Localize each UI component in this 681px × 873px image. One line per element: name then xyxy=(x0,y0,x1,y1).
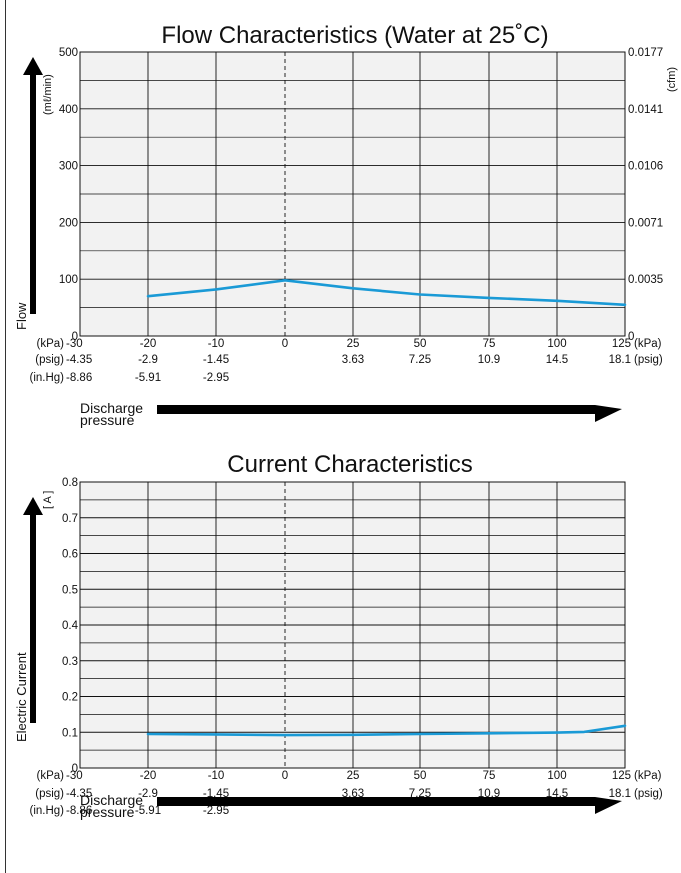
flow-series-line xyxy=(146,278,627,307)
flow-y2-unit-label: (cfm) xyxy=(666,67,678,92)
flow-xtick-label: -8.86 xyxy=(66,372,92,384)
flow-ytick-label: 0 xyxy=(72,331,78,343)
flow-xtick-label: -1.45 xyxy=(203,354,229,366)
current-y-arrow-head xyxy=(23,497,43,515)
current-xrow-unit-right: (kPa) xyxy=(634,770,662,782)
flow-xtick-label: 0 xyxy=(282,338,288,350)
flow-y2tick-label: 0.0106 xyxy=(628,161,663,173)
flow-xtick-label: -30 xyxy=(66,338,83,350)
flow-y2tick-label: 0.0177 xyxy=(628,47,663,59)
current-xtick-label: -20 xyxy=(140,770,157,782)
flow-xtick-label: 25 xyxy=(347,338,360,350)
current-ytick-label: 0.7 xyxy=(62,513,78,525)
flow-ytick-label: 100 xyxy=(59,274,78,286)
current-xtick-label: -8.86 xyxy=(66,805,92,817)
flow-xtick-label: -10 xyxy=(208,338,225,350)
flow-y-unit-label: (mℓ/min) xyxy=(42,74,54,115)
flow-xtick-label: 14.5 xyxy=(546,354,568,366)
current-ytick-label: 0.6 xyxy=(62,549,78,561)
current-x-axis-label-line1: Discharge xyxy=(80,792,143,808)
current-xtick-label: 100 xyxy=(547,770,566,782)
flow-xtick-label: 125 xyxy=(612,338,631,350)
flow-plot-frame xyxy=(79,51,626,337)
current-xrow-unit-left: (kPa) xyxy=(37,770,65,782)
current-x-axis-label-line2: pressure xyxy=(80,804,135,820)
flow-y-arrow-head xyxy=(23,57,43,75)
current-ytick-label: 0.4 xyxy=(62,620,79,632)
current-xtick-label: -5.91 xyxy=(135,805,161,817)
flow-xtick-label: -4.35 xyxy=(66,354,92,366)
current-xtick-label: 18.1 xyxy=(609,788,631,800)
flow-xrow-unit-right: (psig) xyxy=(634,354,663,366)
current-ytick-label: 0.5 xyxy=(62,584,78,596)
current-xtick-label: 25 xyxy=(347,770,360,782)
flow-y2tick-label: 0.0141 xyxy=(628,104,663,116)
current-ytick-label: 0.2 xyxy=(62,692,78,704)
current-ytick-label: 0.8 xyxy=(62,477,78,489)
current-xrow-unit-right: (psig) xyxy=(634,788,663,800)
flow-discharge-arrow xyxy=(157,405,622,422)
flow-xtick-label: -5.91 xyxy=(135,372,161,384)
current-ytick-label: 0.1 xyxy=(62,727,78,739)
flow-y2tick-label: 0.0035 xyxy=(628,274,663,286)
flow-y-axis-label: Flow xyxy=(14,302,29,330)
flow-xtick-label: 100 xyxy=(547,338,566,350)
current-series-line xyxy=(146,724,627,737)
flow-y-arrow-shaft xyxy=(30,71,36,314)
flow-x-axis-label-line2: pressure xyxy=(80,412,135,428)
flow-xtick-label: 7.25 xyxy=(409,354,431,366)
flow-ytick-label: 400 xyxy=(59,104,78,116)
flow-xrow-unit-left: (in.Hg) xyxy=(29,372,64,384)
page-border xyxy=(5,0,6,873)
current-xtick-label: 0 xyxy=(282,770,288,782)
flow-xtick-label: -20 xyxy=(140,338,157,350)
flow-ytick-label: 200 xyxy=(59,217,78,229)
flow-xrow-unit-left: (psig) xyxy=(35,354,64,366)
flow-xtick-label: -2.9 xyxy=(138,354,158,366)
current-xtick-label: -2.9 xyxy=(138,788,158,800)
flow-y2tick-label: 0 xyxy=(628,331,634,343)
current-xtick-label: 75 xyxy=(483,770,496,782)
flow-xrow-unit-left: (kPa) xyxy=(37,338,65,350)
flow-xtick-label: 50 xyxy=(414,338,427,350)
current-y-axis-label: Electric Current xyxy=(14,652,29,742)
flow-ytick-label: 500 xyxy=(59,47,78,59)
current-chart-title: Current Characteristics xyxy=(227,451,472,478)
current-xtick-label: -30 xyxy=(66,770,83,782)
current-xrow-unit-left: (psig) xyxy=(35,788,64,800)
current-y-arrow-shaft xyxy=(30,511,36,723)
current-xtick-label: -4.35 xyxy=(66,788,92,800)
flow-y2tick-label: 0.0071 xyxy=(628,217,663,229)
current-y-unit-label: [ A ] xyxy=(42,491,54,509)
current-xtick-label: 50 xyxy=(414,770,427,782)
current-xtick-label: -10 xyxy=(208,770,225,782)
flow-xrow-unit-right: (kPa) xyxy=(634,338,662,350)
flow-x-axis-label-line1: Discharge xyxy=(80,400,143,416)
current-discharge-arrow xyxy=(157,797,622,814)
flow-xtick-label: 75 xyxy=(483,338,496,350)
flow-xtick-label: 3.63 xyxy=(342,354,364,366)
current-xrow-unit-left: (in.Hg) xyxy=(29,805,64,817)
flow-xtick-label: 18.1 xyxy=(609,354,631,366)
current-plot-frame xyxy=(79,481,626,769)
flow-xtick-label: 10.9 xyxy=(478,354,500,366)
flow-ytick-label: 300 xyxy=(59,161,78,173)
current-xtick-label: -2.95 xyxy=(203,805,229,817)
current-ytick-label: 0.3 xyxy=(62,656,78,668)
flow-xtick-label: -2.95 xyxy=(203,372,229,384)
current-ytick-label: 0 xyxy=(72,763,78,775)
flow-chart-title: Flow Characteristics (Water at 25˚C) xyxy=(161,22,548,49)
current-xtick-label: 125 xyxy=(612,770,631,782)
